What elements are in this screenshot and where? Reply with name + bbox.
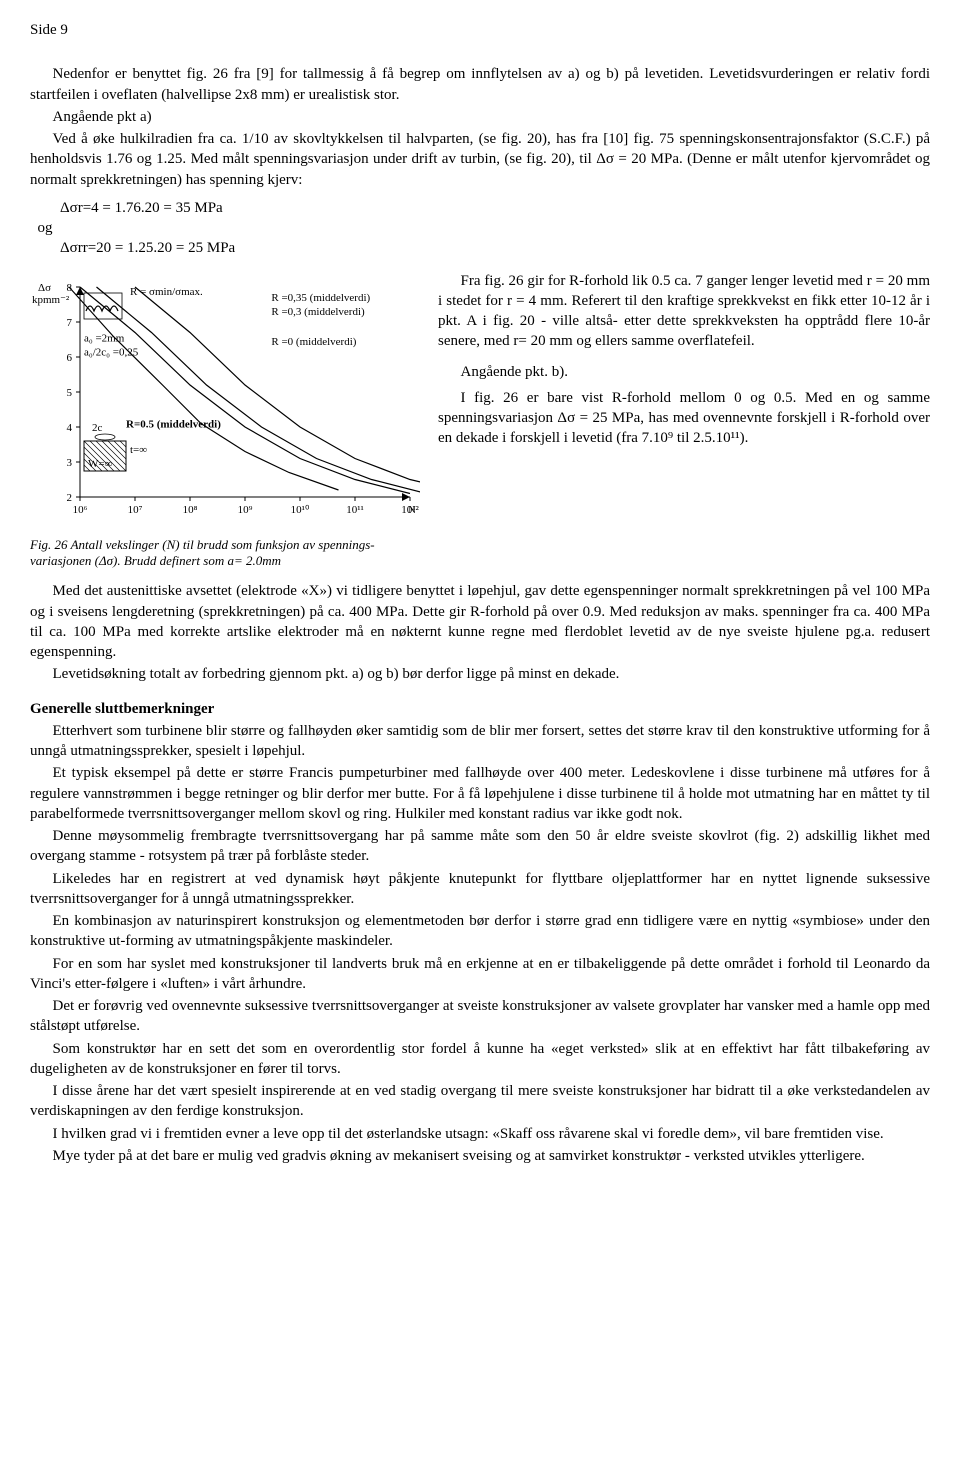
body-paragraph: Nedenfor er benyttet fig. 26 fra [9] for… bbox=[30, 64, 930, 105]
body-paragraph: Med det austenittiske avsettet (elektrod… bbox=[30, 581, 930, 662]
equation-line: og bbox=[38, 218, 931, 238]
body-paragraph: Etterhvert som turbinene blir større og … bbox=[30, 721, 930, 762]
chart-caption: Fig. 26 Antall vekslinger (N) til brudd … bbox=[30, 537, 420, 570]
section-heading: Generelle sluttbemerkninger bbox=[30, 699, 930, 719]
svg-text:R = σmin/σmax.: R = σmin/σmax. bbox=[130, 286, 203, 298]
chart-svg: 2345678Δσkpmm⁻²10⁶10⁷10⁸10⁹10¹⁰10¹¹10¹²N… bbox=[30, 275, 420, 525]
svg-text:10⁹: 10⁹ bbox=[238, 504, 253, 516]
svg-text:a₀ =2mm: a₀ =2mm bbox=[84, 332, 125, 344]
svg-text:Δσ: Δσ bbox=[38, 282, 51, 294]
svg-text:N: N bbox=[408, 504, 416, 516]
svg-text:10⁸: 10⁸ bbox=[183, 504, 198, 516]
svg-text:7: 7 bbox=[67, 317, 73, 329]
svg-text:kpmm⁻²: kpmm⁻² bbox=[32, 294, 70, 306]
body-paragraph: Ved å øke hulkilradien fra ca. 1/10 av s… bbox=[30, 129, 930, 190]
page-header: Side 9 bbox=[30, 20, 930, 40]
body-paragraph: En kombinasjon av naturinspirert konstru… bbox=[30, 911, 930, 952]
equation-block: Δσr=4 = 1.76.20 = 35 MPa og Δσrr=20 = 1.… bbox=[60, 198, 930, 259]
svg-text:a₀/2c₀ =0,25: a₀/2c₀ =0,25 bbox=[84, 346, 139, 358]
svg-text:6: 6 bbox=[67, 352, 73, 364]
svg-text:t=∞: t=∞ bbox=[130, 444, 147, 456]
svg-text:10⁷: 10⁷ bbox=[128, 504, 143, 516]
svg-text:10¹⁰: 10¹⁰ bbox=[291, 504, 310, 516]
body-paragraph: Mye tyder på at det bare er mulig ved gr… bbox=[30, 1146, 930, 1166]
body-paragraph: I hvilken grad vi i fremtiden evner a le… bbox=[30, 1124, 930, 1144]
body-paragraph: Levetidsøkning totalt av forbedring gjen… bbox=[30, 664, 930, 684]
svg-text:2c: 2c bbox=[92, 422, 103, 434]
svg-text:W=∞: W=∞ bbox=[88, 458, 113, 470]
svg-text:5: 5 bbox=[67, 387, 73, 399]
svg-text:R =0 (middelverdi): R =0 (middelverdi) bbox=[271, 336, 356, 348]
body-paragraph: Fra fig. 26 gir for R-forhold lik 0.5 ca… bbox=[438, 271, 930, 352]
svg-text:3: 3 bbox=[67, 457, 73, 469]
body-paragraph: Denne møysommelig frembragte tverrsnitts… bbox=[30, 826, 930, 867]
svg-text:10¹¹: 10¹¹ bbox=[346, 504, 364, 516]
svg-text:2: 2 bbox=[67, 492, 73, 504]
equation-line: Δσrr=20 = 1.25.20 = 25 MPa bbox=[60, 238, 930, 258]
equation-line: Δσr=4 = 1.76.20 = 35 MPa bbox=[60, 198, 930, 218]
body-paragraph: I fig. 26 er bare vist R-forhold mellom … bbox=[438, 388, 930, 449]
chart-fig26: 2345678Δσkpmm⁻²10⁶10⁷10⁸10⁹10¹⁰10¹¹10¹²N… bbox=[30, 271, 420, 531]
body-paragraph: I disse årene har det vært spesielt insp… bbox=[30, 1081, 930, 1122]
body-paragraph: Angående pkt. b). bbox=[438, 362, 930, 382]
svg-text:R =0,35 (middelverdi): R =0,35 (middelverdi) bbox=[271, 292, 370, 304]
body-paragraph: Et typisk eksempel på dette er større Fr… bbox=[30, 763, 930, 824]
body-paragraph: For en som har syslet med konstruksjoner… bbox=[30, 954, 930, 995]
body-paragraph: Angående pkt a) bbox=[30, 107, 930, 127]
svg-text:10⁶: 10⁶ bbox=[73, 504, 88, 516]
svg-text:4: 4 bbox=[67, 422, 73, 434]
svg-text:R=0.5 (middelverdi): R=0.5 (middelverdi) bbox=[126, 418, 221, 430]
body-paragraph: Likeledes har en registrert at ved dynam… bbox=[30, 869, 930, 910]
svg-text:R =0,3 (middelverdi): R =0,3 (middelverdi) bbox=[271, 306, 365, 318]
body-paragraph: Det er forøvrig ved ovennevnte suksessiv… bbox=[30, 996, 930, 1037]
body-paragraph: Som konstruktør har en sett det som en o… bbox=[30, 1039, 930, 1080]
